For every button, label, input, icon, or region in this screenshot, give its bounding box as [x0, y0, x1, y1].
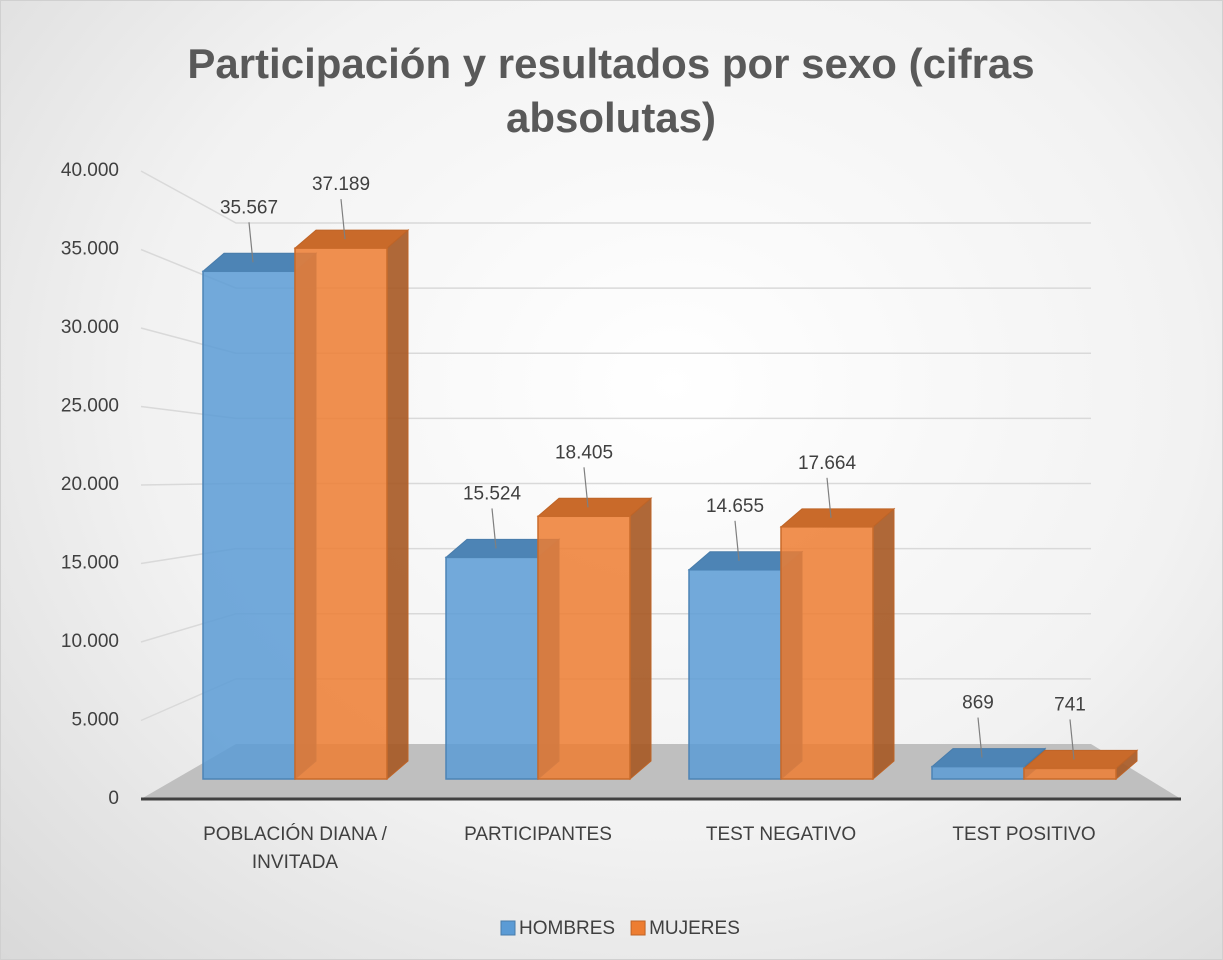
- value-label: 15.524: [463, 483, 522, 504]
- x-tick-label: TEST NEGATIVO: [705, 824, 857, 845]
- leader-line: [248, 222, 254, 263]
- x-tick-label: TEST POSITIVO: [952, 824, 1096, 845]
- x-tick-label: POBLACIÓN DIANA / INVITADA: [203, 824, 387, 873]
- x-tick-label: PARTICIPANTES: [464, 824, 612, 845]
- bar: [1023, 767, 1117, 780]
- leader-line: [340, 199, 346, 240]
- chart-title: Participación y resultados por sexo (cif…: [187, 40, 1035, 141]
- bar: [931, 765, 1025, 780]
- value-label: 18.405: [555, 442, 613, 463]
- bar: [780, 526, 874, 780]
- bar: [294, 247, 388, 780]
- bar: [202, 270, 296, 780]
- bar-side: [629, 497, 652, 781]
- value-label: 17.664: [798, 453, 857, 474]
- y-tick-label: 30.000: [61, 317, 119, 338]
- y-tick-label: 15.000: [61, 553, 119, 574]
- y-tick-label: 10.000: [61, 631, 119, 652]
- value-label: 869: [962, 693, 994, 714]
- legend-label: MUJERES: [649, 918, 740, 939]
- leader-line: [734, 520, 740, 561]
- legend-swatch: [630, 920, 646, 936]
- legend-swatch: [500, 920, 516, 936]
- value-label: 741: [1054, 694, 1086, 715]
- grid-line: [140, 170, 1091, 224]
- bar: [445, 556, 539, 780]
- y-tick-label: 5.000: [71, 710, 119, 731]
- leader-line: [977, 717, 983, 758]
- y-tick-label: 40.000: [61, 160, 119, 181]
- bar: [537, 515, 631, 780]
- y-tick-label: 0: [108, 788, 119, 809]
- leader-line: [1069, 719, 1075, 760]
- value-label: 37.189: [312, 174, 370, 195]
- leader-line: [826, 477, 832, 518]
- y-tick-label: 35.000: [61, 239, 119, 260]
- bar-side: [872, 507, 895, 781]
- y-tick-label: 20.000: [61, 474, 119, 495]
- leader-line: [491, 508, 497, 549]
- bar: [688, 569, 782, 780]
- leader-line: [583, 467, 589, 508]
- value-label: 35.567: [220, 197, 278, 218]
- value-label: 14.655: [706, 496, 764, 517]
- legend-label: HOMBRES: [519, 918, 615, 939]
- bar-side: [386, 229, 409, 781]
- y-tick-label: 25.000: [61, 396, 119, 417]
